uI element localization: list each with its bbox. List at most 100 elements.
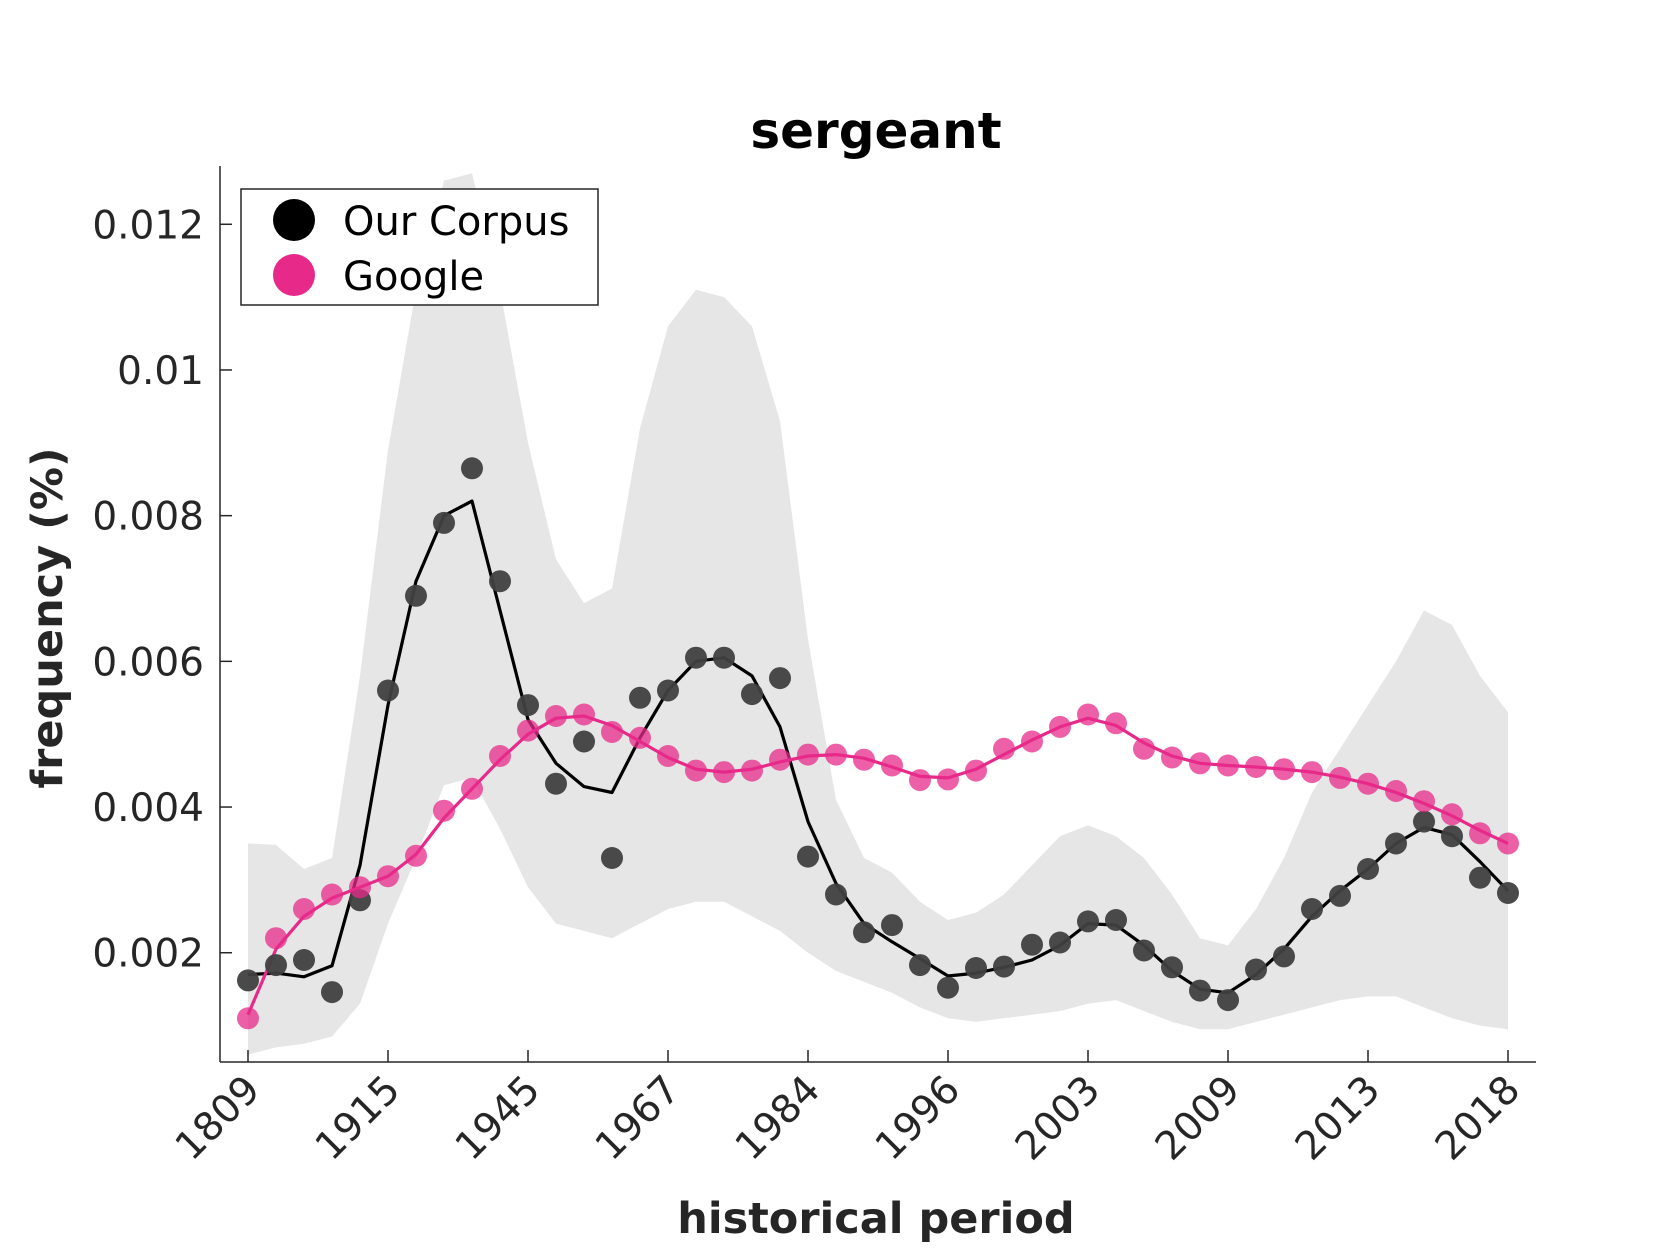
data-point-our-corpus [1385, 832, 1407, 855]
data-point-google [377, 865, 399, 888]
data-point-google [685, 759, 707, 782]
data-point-our-corpus [1413, 810, 1435, 833]
data-point-google [741, 759, 763, 782]
data-point-google [461, 777, 483, 800]
data-point-our-corpus [741, 683, 763, 706]
data-point-google [937, 768, 959, 791]
data-point-our-corpus [1077, 910, 1099, 933]
data-point-our-corpus [1021, 933, 1043, 956]
data-point-our-corpus [993, 955, 1015, 978]
data-point-our-corpus [489, 570, 511, 593]
data-point-our-corpus [1273, 945, 1295, 968]
confidence-band-layer [248, 173, 1508, 1055]
data-point-our-corpus [433, 511, 455, 534]
data-point-google [1105, 712, 1127, 735]
data-point-google [517, 719, 539, 742]
data-point-our-corpus [1105, 909, 1127, 931]
data-point-google [405, 844, 427, 867]
data-point-google [1217, 754, 1239, 777]
data-point-google [965, 759, 987, 782]
data-point-our-corpus [405, 584, 427, 607]
data-point-our-corpus [573, 730, 595, 753]
y-tick-labels: 0.002 0.004 0.006 0.008 0.01 0.012 [92, 203, 204, 976]
data-point-google [1413, 790, 1435, 813]
data-point-google [1497, 832, 1519, 855]
data-point-our-corpus [881, 914, 903, 937]
y-axis-label: frequency (%) [23, 447, 73, 788]
data-point-our-corpus [797, 845, 819, 868]
data-point-our-corpus [1189, 979, 1211, 1002]
data-point-google [1441, 803, 1463, 826]
data-point-our-corpus [685, 646, 707, 669]
data-point-google [1021, 730, 1043, 753]
data-point-google [1329, 766, 1351, 789]
data-point-google [853, 748, 875, 771]
data-point-google [769, 748, 791, 771]
data-point-google [713, 761, 735, 784]
data-point-our-corpus [937, 976, 959, 999]
data-point-our-corpus [237, 969, 259, 992]
data-point-our-corpus [1469, 866, 1491, 889]
x-tick-label: 2018 [1427, 1067, 1529, 1169]
data-point-our-corpus [1161, 956, 1183, 979]
data-point-google [1161, 746, 1183, 769]
data-point-our-corpus [1441, 825, 1463, 848]
data-point-our-corpus [1329, 884, 1351, 907]
y-tick-label: 0.012 [92, 203, 204, 248]
data-point-google [573, 703, 595, 726]
series-line-google [246, 714, 1509, 1016]
data-point-our-corpus [825, 883, 847, 906]
data-point-google [1273, 758, 1295, 781]
data-point-google [1077, 703, 1099, 726]
y-tick-label: 0.01 [117, 349, 204, 394]
x-tick-label: 2013 [1287, 1067, 1389, 1169]
data-point-our-corpus [657, 679, 679, 702]
data-point-google [601, 721, 623, 743]
data-point-our-corpus [1497, 882, 1519, 904]
x-axis-label: historical period [677, 1194, 1074, 1244]
data-point-google [237, 1007, 259, 1030]
data-point-google [1133, 737, 1155, 760]
data-point-our-corpus [601, 847, 623, 869]
data-point-google [1049, 715, 1071, 738]
x-tick-label: 1809 [167, 1067, 269, 1169]
confidence-band [248, 173, 1508, 1055]
data-point-our-corpus [713, 646, 735, 669]
data-point-our-corpus [377, 679, 399, 702]
data-point-our-corpus [965, 957, 987, 979]
data-point-our-corpus [769, 667, 791, 690]
data-point-our-corpus [265, 954, 287, 977]
x-tick-label: 1915 [307, 1067, 409, 1169]
data-point-google [321, 883, 343, 906]
data-point-our-corpus [1301, 898, 1323, 920]
data-point-google [349, 876, 371, 899]
data-point-our-corpus [461, 457, 483, 480]
data-point-google [433, 799, 455, 822]
data-point-our-corpus [545, 772, 567, 795]
legend-marker-google [273, 254, 315, 296]
data-point-our-corpus [321, 981, 343, 1004]
legend: Our Corpus Google [240, 188, 599, 306]
data-point-google [797, 743, 819, 766]
series-line-our-corpus [247, 499, 1510, 995]
legend-marker-our-corpus [273, 199, 315, 241]
data-point-our-corpus [1049, 931, 1071, 954]
data-point-our-corpus [1217, 989, 1239, 1012]
y-tick-label: 0.008 [92, 495, 204, 540]
x-tick-label: 1967 [587, 1067, 689, 1169]
x-tick-labels: 1809 1915 1945 1967 1984 1996 2003 2009 2013 2018 [167, 1067, 1529, 1169]
data-point-google [1245, 756, 1267, 778]
y-tick-label: 0.004 [92, 786, 204, 831]
data-point-google [293, 898, 315, 920]
data-point-google [1357, 772, 1379, 795]
data-point-google [1301, 761, 1323, 784]
data-point-google [1189, 752, 1211, 775]
y-tick-label: 0.002 [92, 932, 204, 977]
axes [219, 166, 1536, 1063]
x-tick-label: 2009 [1147, 1067, 1249, 1169]
chart-title: sergeant [750, 102, 1001, 160]
x-tick-label: 1945 [447, 1067, 549, 1169]
y-tick-label: 0.006 [92, 640, 204, 685]
data-point-our-corpus [1133, 939, 1155, 962]
